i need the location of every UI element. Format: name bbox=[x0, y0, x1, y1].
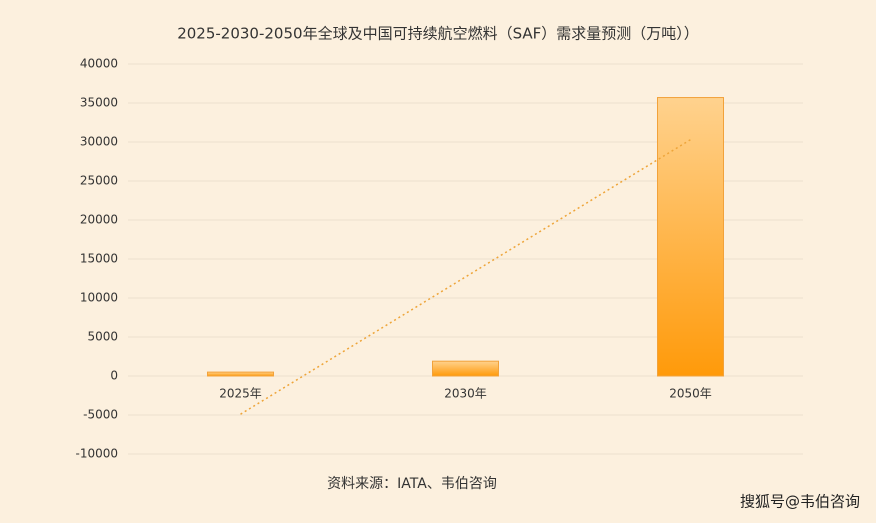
y-tick-label: 35000 bbox=[80, 96, 118, 110]
y-tick-label: 5000 bbox=[87, 330, 118, 344]
watermark: 搜狐号@韦伯咨询 bbox=[740, 493, 860, 511]
chart-title: 2025-2030-2050年全球及中国可持续航空燃料（SAF）需求量预测（万吨… bbox=[177, 25, 699, 43]
y-tick-label: 25000 bbox=[80, 174, 118, 188]
y-tick-label: -10000 bbox=[75, 447, 118, 461]
y-tick-label: 10000 bbox=[80, 291, 118, 305]
y-tick-label: 40000 bbox=[80, 57, 118, 71]
x-tick-label: 2030年 bbox=[444, 387, 487, 401]
x-tick-label: 2050年 bbox=[669, 387, 712, 401]
bar bbox=[657, 97, 724, 377]
y-tick-label: 0 bbox=[110, 369, 118, 383]
source-note: 资料来源：IATA、韦伯咨询 bbox=[327, 476, 497, 492]
x-tick-label: 2025年 bbox=[219, 387, 262, 401]
bar bbox=[207, 371, 274, 377]
bar bbox=[432, 360, 499, 377]
y-tick-label: -5000 bbox=[83, 408, 118, 422]
y-tick-label: 15000 bbox=[80, 252, 118, 266]
y-tick-label: 30000 bbox=[80, 135, 118, 149]
y-tick-label: 20000 bbox=[80, 213, 118, 227]
